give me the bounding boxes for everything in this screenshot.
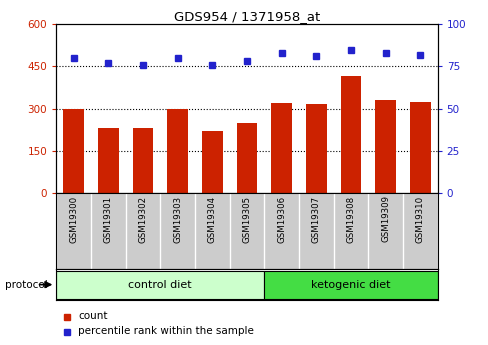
Text: ketogenic diet: ketogenic diet [310, 280, 390, 289]
Bar [202, 131, 222, 193]
Text: GSM19310: GSM19310 [415, 196, 424, 243]
Text: GSM19306: GSM19306 [277, 196, 285, 243]
Text: GSM19300: GSM19300 [69, 196, 78, 243]
Bar [56, 270, 264, 298]
Bar [98, 128, 119, 193]
Title: GDS954 / 1371958_at: GDS954 / 1371958_at [173, 10, 320, 23]
Bar [271, 103, 291, 193]
Bar [264, 270, 437, 298]
Bar [305, 105, 326, 193]
Text: GSM19304: GSM19304 [207, 196, 216, 243]
Text: control diet: control diet [128, 280, 192, 289]
Text: percentile rank within the sample: percentile rank within the sample [78, 326, 254, 335]
Bar [340, 76, 361, 193]
Text: GSM19303: GSM19303 [173, 196, 182, 243]
Text: GSM19307: GSM19307 [311, 196, 320, 243]
Text: protocol: protocol [5, 280, 47, 289]
Bar [374, 100, 395, 193]
Bar [167, 109, 187, 193]
Text: GSM19305: GSM19305 [242, 196, 251, 243]
Bar [132, 128, 153, 193]
Text: count: count [78, 311, 107, 321]
Bar [409, 102, 430, 193]
Text: GSM19308: GSM19308 [346, 196, 355, 243]
Text: GSM19302: GSM19302 [138, 196, 147, 243]
Bar [236, 123, 257, 193]
Text: GSM19309: GSM19309 [380, 196, 389, 243]
Bar [63, 109, 84, 193]
Text: GSM19301: GSM19301 [103, 196, 113, 243]
